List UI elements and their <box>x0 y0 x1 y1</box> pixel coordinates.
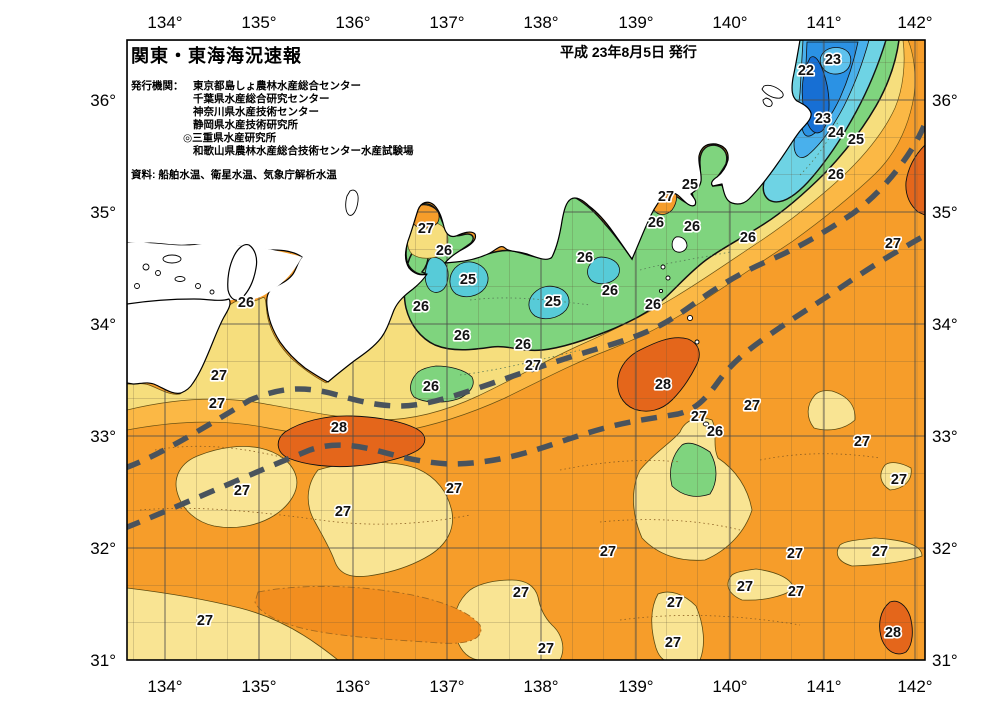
lon-label: 134° <box>147 13 182 32</box>
isotherm-label: 27 <box>787 546 803 562</box>
lon-label: 135° <box>241 13 276 32</box>
lon-label: 140° <box>712 13 747 32</box>
hachijo-green-eddy <box>670 443 716 496</box>
isotherm-label: 27 <box>197 613 213 629</box>
lon-label: 136° <box>335 677 370 696</box>
isotherm-label: 26 <box>707 424 723 440</box>
isotherm-label: 28 <box>331 420 347 436</box>
isotherm-label: 27 <box>513 585 529 601</box>
isotherm-label: 27 <box>691 409 707 425</box>
isotherm-label: 25 <box>848 132 864 148</box>
lat-label: 35° <box>932 203 958 222</box>
lat-label: 34° <box>90 315 116 334</box>
lon-label: 139° <box>618 677 653 696</box>
isotherm-label: 27 <box>234 483 250 499</box>
isotherm-label: 27 <box>538 641 554 657</box>
isotherm-label: 27 <box>525 358 541 374</box>
lat-label: 31° <box>932 651 958 670</box>
lat-label: 32° <box>932 539 958 558</box>
sst-bulletin-page: 2223232425262527262626272627262526252626… <box>0 0 1002 709</box>
isotherm-label: 22 <box>798 63 814 79</box>
isotherm-label: 26 <box>577 250 593 266</box>
isotherm-label: 26 <box>645 297 661 313</box>
lat-label: 31° <box>90 651 116 670</box>
isotherm-label: 26 <box>602 283 618 299</box>
lon-label: 141° <box>806 13 841 32</box>
lon-label: 138° <box>523 13 558 32</box>
axis-longitude-bottom: 134° 135° 136° 137° 138° 139° 140° 141° 142° <box>147 677 932 696</box>
isotherm-label: 25 <box>545 294 561 310</box>
lat-label: 36° <box>932 91 958 110</box>
lon-label: 138° <box>523 677 558 696</box>
isotherm-label: 28 <box>885 625 901 641</box>
isotherm-label: 26 <box>454 328 470 344</box>
lon-label: 135° <box>241 677 276 696</box>
isotherm-label: 27 <box>446 481 462 497</box>
isotherm-label: 26 <box>740 230 756 246</box>
isotherm-label: 27 <box>872 544 888 560</box>
isotherm-label: 26 <box>423 379 439 395</box>
lon-label: 137° <box>429 677 464 696</box>
isotherm-label: 25 <box>682 177 698 193</box>
axis-longitude-top: 134° 135° 136° 137° 138° 139° 140° 141° 142° <box>147 13 932 32</box>
isotherm-label: 24 <box>828 125 844 141</box>
isotherm-label: 26 <box>828 167 844 183</box>
lon-label: 137° <box>429 13 464 32</box>
isotherm-label: 27 <box>658 189 674 205</box>
isotherm-label: 26 <box>515 337 531 353</box>
isotherm-label: 27 <box>891 472 907 488</box>
isotherm-label: 26 <box>436 243 452 259</box>
isotherm-label: 26 <box>413 299 429 315</box>
lon-label: 141° <box>806 677 841 696</box>
isotherm-label: 27 <box>737 579 753 595</box>
isotherm-label: 23 <box>825 52 841 68</box>
isotherm-label: 26 <box>238 295 254 311</box>
isotherm-label: 27 <box>667 595 683 611</box>
isotherm-label: 27 <box>788 584 804 600</box>
lat-label: 34° <box>932 315 958 334</box>
lat-label: 35° <box>90 203 116 222</box>
isotherm-label: 27 <box>665 635 681 651</box>
isotherm-label: 27 <box>885 236 901 252</box>
lon-label: 142° <box>897 677 932 696</box>
isotherm-label: 27 <box>418 221 434 237</box>
lon-label: 139° <box>618 13 653 32</box>
isotherm-label: 25 <box>460 272 476 288</box>
isotherm-label: 27 <box>854 434 870 450</box>
isotherm-label: 26 <box>684 219 700 235</box>
lat-label: 33° <box>932 427 958 446</box>
lat-label: 32° <box>90 539 116 558</box>
isotherm-label: 27 <box>209 396 225 412</box>
isotherm-label: 27 <box>744 398 760 414</box>
isotherm-label: 27 <box>335 504 351 520</box>
lon-label: 134° <box>147 677 182 696</box>
sst-map: 2223232425262527262626272627262526252626… <box>0 0 1002 709</box>
lat-label: 36° <box>90 91 116 110</box>
isotherm-label: 26 <box>648 215 664 231</box>
lon-label: 142° <box>897 13 932 32</box>
lon-label: 140° <box>712 677 747 696</box>
lon-label: 136° <box>335 13 370 32</box>
isotherm-label: 28 <box>655 377 671 393</box>
isotherm-label: 27 <box>211 368 227 384</box>
map-area: 2223232425262527262626272627262526252626… <box>125 40 925 660</box>
isotherm-label: 27 <box>600 544 616 560</box>
lat-label: 33° <box>90 427 116 446</box>
